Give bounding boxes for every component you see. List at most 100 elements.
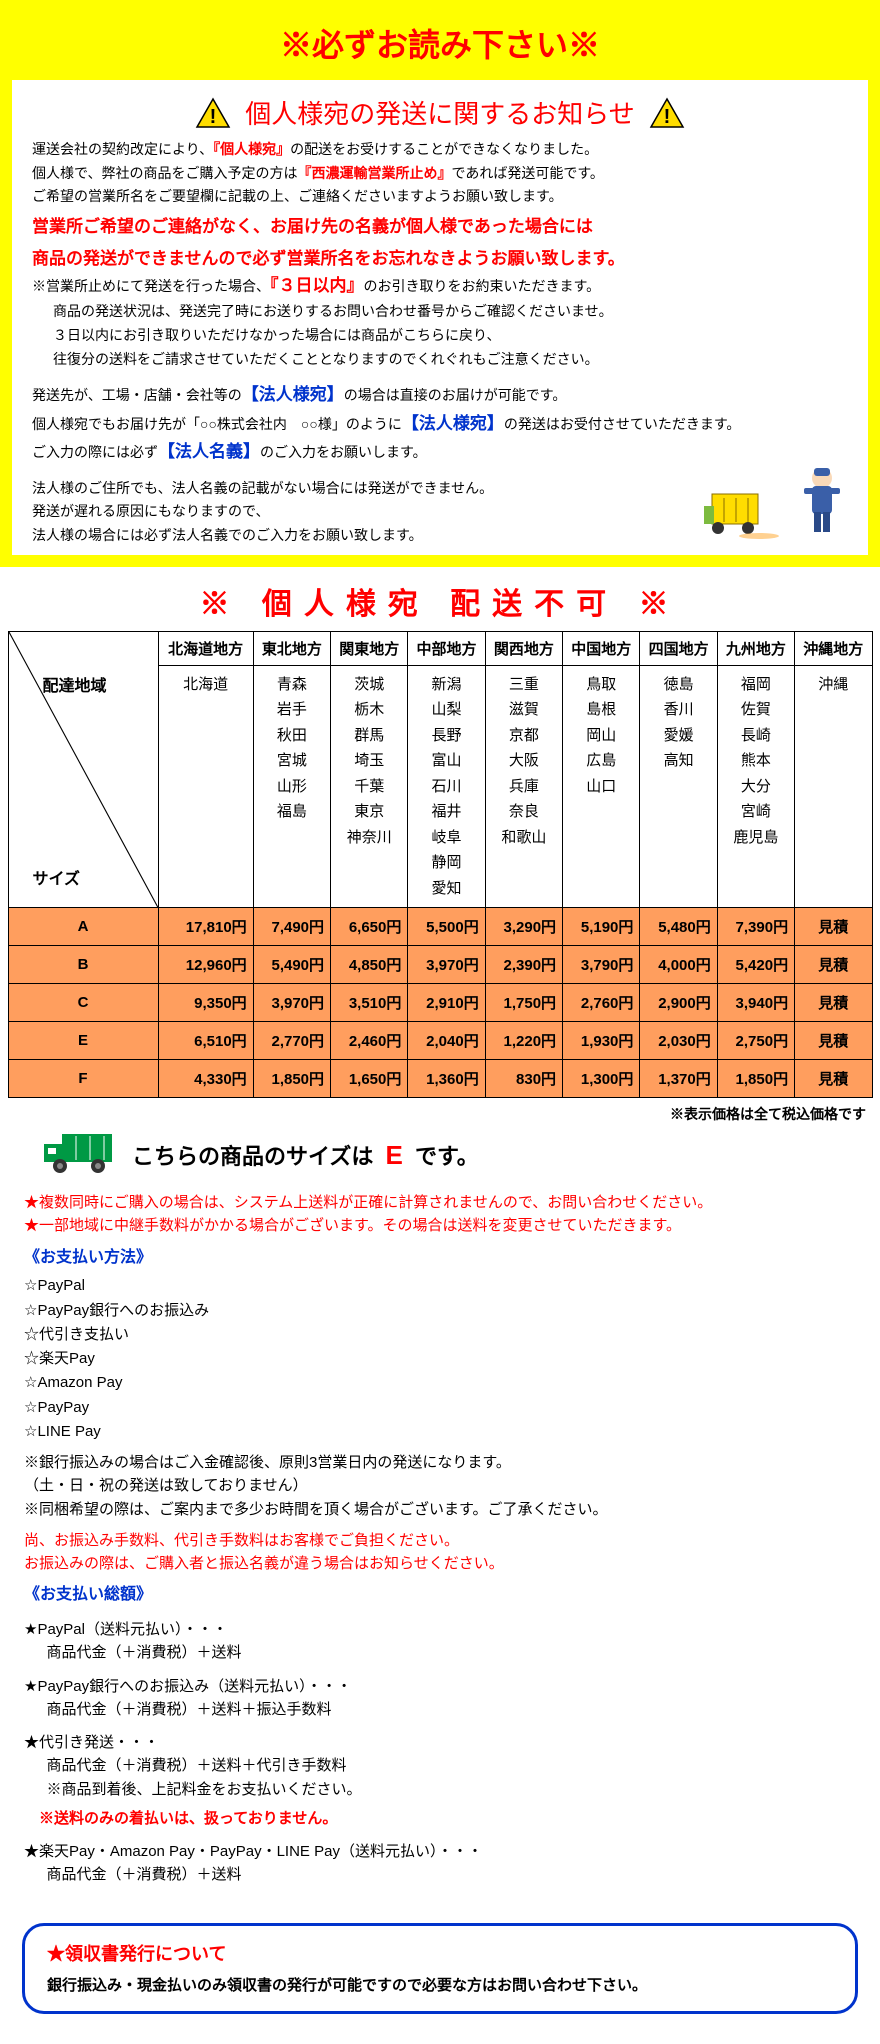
price-cell: 見積 (795, 1022, 872, 1060)
warning-text: 営業所ご希望のご連絡がなく、お届け先の名義が個人様であった場合には (32, 214, 848, 240)
price-cell: 4,330円 (158, 1060, 253, 1098)
price-cell: 1,650円 (331, 1060, 408, 1098)
size-row: C9,350円3,970円3,510円2,910円1,750円2,760円2,9… (8, 984, 872, 1022)
size-label: C (8, 984, 158, 1022)
price-cell: 12,960円 (158, 946, 253, 984)
text: 一部地域に中継手数料がかかる場合がございます。その場合は送料を変更させていただき… (39, 1217, 681, 1234)
text: 『西濃運輸営業所止め』 (297, 165, 451, 181)
text: ご希望の営業所名をご要望欄に記載の上、ご連絡くださいますようお願い致します。 (32, 186, 848, 208)
price-cell: 見積 (795, 946, 872, 984)
text: ※営業所止めにて発送を行った場合、 (32, 278, 270, 294)
text: 個人様宛でもお届け先が「○○株式会社内 ○○様」のように (32, 416, 402, 432)
payment-method: ☆Amazon Pay (24, 1371, 856, 1394)
text: 【法人名義】 (158, 442, 260, 461)
total-heading: 《お支払い総額》 (24, 1583, 856, 1608)
price-cell: 7,490円 (253, 908, 330, 946)
region-header-row: 配達地域 サイズ 北海道地方 東北地方 関東地方 中部地方 関西地方 中国地方 … (8, 631, 872, 665)
price-cell: 5,190円 (563, 908, 640, 946)
no-personal-delivery-banner: ※ 個人様宛 配送不可 ※ (0, 567, 880, 631)
region-header: 東北地方 (253, 631, 330, 665)
text: の配送をお受けすることができなくなりました。 (290, 141, 598, 157)
notice-container: ※必ずお読み下さい※ ! 個人様宛の発送に関するお知らせ ! 運送会社の契約改定… (0, 0, 880, 567)
price-cell: 2,750円 (717, 1022, 794, 1060)
price-cell: 4,000円 (640, 946, 717, 984)
text: 商品代金（＋消費税）＋送料＋振込手数料 (24, 1698, 856, 1721)
text: 商品代金（＋消費税）＋送料＋代引き手数料 (24, 1754, 856, 1777)
product-size-line: こちらの商品のサイズは E です。 (0, 1124, 880, 1191)
region-header: 関西地方 (485, 631, 562, 665)
warning-icon: ! (649, 97, 685, 129)
price-cell: 1,850円 (253, 1060, 330, 1098)
price-cell: 6,650円 (331, 908, 408, 946)
receipt-box: ★領収書発行について 銀行振込み・現金払いのみ領収書の発行が可能ですので必要な方… (22, 1923, 858, 2014)
price-cell: 2,770円 (253, 1022, 330, 1060)
region-header: 中国地方 (563, 631, 640, 665)
region-header: 関東地方 (331, 631, 408, 665)
text: の場合は直接のお届けが可能です。 (344, 387, 567, 403)
price-cell: 2,390円 (485, 946, 562, 984)
size-text: こちらの商品のサイズは E です。 (132, 1139, 479, 1171)
payment-method: ☆LINE Pay (24, 1420, 856, 1443)
prefecture-cell: 徳島香川愛媛高知 (640, 665, 717, 908)
price-cell: 6,510円 (158, 1022, 253, 1060)
text: 運送会社の契約改定により、 (32, 141, 213, 157)
text: ３日以内にお引き取りいただけなかった場合には商品がこちらに戻り、 (32, 325, 848, 347)
text: 商品の発送状況は、発送完了時にお送りするお問い合わせ番号からご確認くださいませ。 (32, 301, 848, 323)
text: 発送先が、工場・店舗・会社等の (32, 387, 242, 403)
region-header: 北海道地方 (158, 631, 253, 665)
price-cell: 3,970円 (408, 946, 485, 984)
payment-method: ☆PayPal (24, 1274, 856, 1297)
prefecture-cell: 福岡佐賀長崎熊本大分宮崎鹿児島 (717, 665, 794, 908)
price-cell: 5,420円 (717, 946, 794, 984)
warning-text: ★複数同時にご購入の場合は、システム上送料が正確に計算されませんので、お問い合わ… (24, 1191, 856, 1214)
total-item: ★PayPay銀行へのお振込み（送料元払い）・・・商品代金（＋消費税）＋送料＋振… (24, 1675, 856, 1722)
svg-text:!: ! (209, 106, 216, 128)
text: 『個人様宛』 (213, 141, 290, 157)
payment-method: ☆代引き支払い (24, 1323, 856, 1346)
warning-icon: ! (195, 97, 231, 129)
price-cell: 1,360円 (408, 1060, 485, 1098)
receipt-body: 銀行振込み・現金払いのみ領収書の発行が可能ですので必要な方はお問い合わせ下さい。 (47, 1974, 833, 1995)
total-item: ★代引き発送・・・商品代金（＋消費税）＋送料＋代引き手数料※商品到着後、上記料金… (24, 1731, 856, 1801)
price-cell: 3,790円 (563, 946, 640, 984)
tax-note: ※表示価格は全て税込価格です (0, 1098, 880, 1124)
notice-header: ※必ずお読み下さい※ (12, 12, 868, 80)
text: ※同梱希望の際は、ご案内まで多少お時間を頂く場合がございます。ご了承ください。 (24, 1498, 856, 1521)
prefecture-cell: 鳥取島根岡山広島山口 (563, 665, 640, 908)
price-cell: 見積 (795, 984, 872, 1022)
price-cell: 7,390円 (717, 908, 794, 946)
text: ★代引き発送・・・ (24, 1731, 856, 1754)
prefecture-cell: 北海道 (158, 665, 253, 908)
worker-truck-illustration (704, 462, 854, 547)
warning-text: ★一部地域に中継手数料がかかる場合がございます。その場合は送料を変更させていただ… (24, 1214, 856, 1237)
warning-text: お振込みの際は、ご購入者と振込名義が違う場合はお知らせください。 (24, 1552, 856, 1575)
notice-inner: ! 個人様宛の発送に関するお知らせ ! 運送会社の契約改定により、『個人様宛』の… (12, 80, 868, 555)
text: の発送はお受付させていただきます。 (504, 416, 741, 432)
text: ※商品到着後、上記料金をお支払いください。 (24, 1778, 856, 1801)
price-cell: 2,760円 (563, 984, 640, 1022)
prefecture-cell: 茨城栃木群馬埼玉千葉東京神奈川 (331, 665, 408, 908)
payment-method: ☆PayPay銀行へのお振込み (24, 1299, 856, 1322)
price-cell: 見積 (795, 908, 872, 946)
text: 個人様で、弊社の商品をご購入予定の方は (32, 165, 297, 181)
payment-method: ☆楽天Pay (24, 1347, 856, 1370)
text: ※銀行振込みの場合はご入金確認後、原則3営業日内の発送になります。 (24, 1451, 856, 1474)
text: （土・日・祝の発送は致しておりません） (24, 1474, 856, 1497)
warning-text: 尚、お振込み手数料、代引き手数料はお客様でご負担ください。 (24, 1529, 856, 1552)
price-cell: 2,910円 (408, 984, 485, 1022)
size-row: B12,960円5,490円4,850円3,970円2,390円3,790円4,… (8, 946, 872, 984)
text: ★PayPay銀行へのお振込み（送料元払い）・・・ (24, 1675, 856, 1698)
text: であれば発送可能です。 (451, 165, 603, 181)
prefecture-cell: 三重滋賀京都大阪兵庫奈良和歌山 (485, 665, 562, 908)
product-size-value: E (385, 1140, 402, 1170)
price-cell: 2,040円 (408, 1022, 485, 1060)
price-cell: 2,900円 (640, 984, 717, 1022)
text: 商品代金（＋消費税）＋送料 (24, 1641, 856, 1664)
text: のご入力をお願いします。 (260, 444, 427, 460)
text: のお引き取りをお約束いただきます。 (364, 278, 601, 294)
table-corner-cell: 配達地域 サイズ (8, 631, 158, 908)
info-block: ★複数同時にご購入の場合は、システム上送料が正確に計算されませんので、お問い合わ… (0, 1191, 880, 1905)
prefecture-cell: 新潟山梨長野富山石川福井岐阜静岡愛知 (408, 665, 485, 908)
total-item: ★楽天Pay・Amazon Pay・PayPay・LINE Pay（送料元払い）… (24, 1840, 856, 1887)
size-row: A17,810円7,490円6,650円5,500円3,290円5,190円5,… (8, 908, 872, 946)
